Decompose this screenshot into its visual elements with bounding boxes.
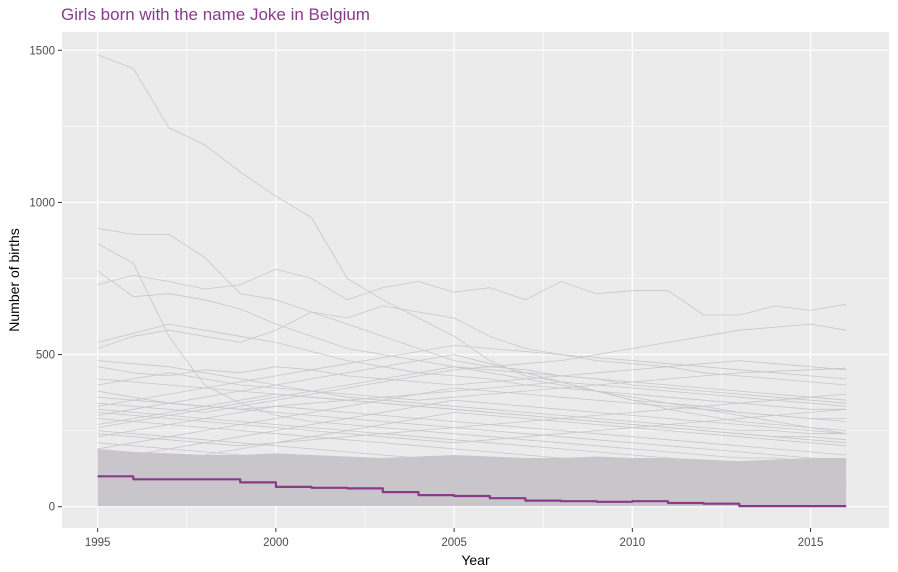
dense-band-area [97,448,847,507]
other-name-line [97,323,847,410]
other-name-line [97,367,847,401]
highlighted-name-line [97,475,847,508]
other-name-line [97,366,847,435]
other-name-line [97,393,847,444]
major-gridlines [62,32,889,528]
other-name-line [97,360,847,386]
other-name-line [97,442,847,497]
other-name-line [97,466,847,503]
x-axis-ticks: 1995 2000 2005 2010 2015 [85,528,824,549]
chart-title: Girls born with the name Joke in Belgium [61,5,370,24]
x-tick-label: 1995 [85,537,111,549]
other-name-line [97,323,847,413]
y-tick-label: 1000 [29,197,55,209]
other-name-line [97,405,847,456]
other-name-line [97,396,847,462]
other-name-line [97,411,847,474]
other-name-line [97,354,847,431]
x-tick-label: 2015 [798,537,824,549]
joke-line [97,475,847,508]
y-axis-title: Number of births [6,228,22,331]
x-axis-title: Year [461,552,490,568]
other-name-line [97,454,847,503]
plot-panel [62,32,889,528]
y-tick-label: 0 [49,502,55,514]
dense-low-count-band [97,448,847,507]
x-tick-label: 2000 [263,537,289,549]
other-name-line [97,393,847,447]
x-tick-label: 2005 [441,537,467,549]
other-name-line [97,227,847,404]
other-name-line [97,268,847,316]
other-name-line [97,54,847,419]
y-tick-label: 1500 [29,45,55,57]
other-name-line [97,360,847,435]
other-name-line [97,399,847,462]
y-axis-ticks: 0 500 1000 1500 [29,45,62,514]
other-name-line [97,430,847,491]
other-names-lines [97,54,847,503]
other-name-line [97,387,847,450]
other-name-line [97,418,847,479]
other-name-line [97,408,847,444]
other-name-line [97,344,847,407]
x-tick-label: 2010 [620,537,646,549]
y-tick-label: 500 [36,350,55,362]
